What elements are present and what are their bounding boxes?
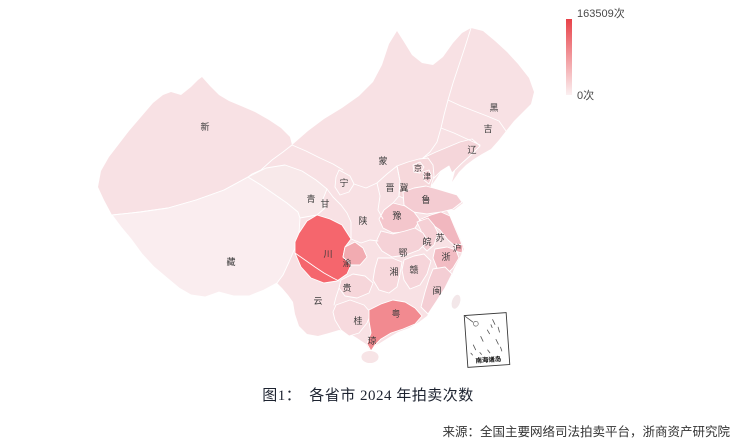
province-border [291,144,344,171]
province-label-jiangxi: 赣 [409,264,418,275]
province-label-jilin: 吉 [483,124,492,134]
province-label-henan: 豫 [392,210,401,221]
inset-label: 南海诸岛 [475,354,502,365]
province-label-gansu: 甘 [320,198,329,209]
province-label-anhui: 皖 [422,236,431,247]
province-label-shaanxi: 陕 [358,215,367,226]
province-label-yunnan: 云 [313,296,322,306]
province-shape-hubei [375,227,429,258]
inset-island-marks [470,319,503,356]
figure-source: 来源：全国主要网络司法拍卖平台，浙商资产研究院 [442,425,730,439]
province-label-fujian: 闽 [432,285,441,296]
province-border [350,238,379,244]
province-label-jiangsu: 苏 [435,232,444,243]
province-label-guangxi: 桂 [353,315,362,326]
province-label-shanghai: 沪 [453,243,462,253]
taiwan-shape [451,294,461,309]
province-border [422,27,472,159]
province-shape-shanghai [454,243,464,254]
province-border [333,287,340,306]
province-label-hunan: 湘 [389,266,398,277]
province-border [111,176,249,216]
province-label-qinghai: 青 [306,193,315,204]
province-label-zhejiang: 浙 [441,251,450,262]
province-shape-hainan [360,350,380,364]
province-shape-guangxi [332,299,372,337]
province-label-guizhou: 贵 [342,282,351,293]
province-border [440,127,481,146]
province-border [326,188,352,240]
inset-island-circle [473,320,479,327]
province-label-sichuan: 川 [323,249,332,259]
province-label-beijing: 京 [414,163,422,173]
colorbar-max-label: 163509次 [577,8,625,20]
province-label-hebei: 冀 [399,182,408,193]
province-border [376,182,384,220]
province-shape-guizhou [338,273,374,299]
province-label-ningxia: 宁 [339,177,348,188]
province-label-heilongjiang: 黑 [489,103,498,113]
province-label-xinjiang: 新 [200,121,209,132]
colorbar-gradient [566,19,572,95]
province-label-neimenggu: 蒙 [378,155,387,166]
province-shape-fujian [420,266,453,315]
province-shape-qinghai [247,164,328,219]
province-label-hainan: 琼 [367,335,376,346]
province-label-hubei: 鄂 [398,248,407,258]
province-label-guangdong: 粤 [391,308,400,319]
province-shape-beijing [412,161,425,174]
province-border [392,165,401,204]
province-label-tianjin: 津 [423,171,431,181]
province-border [294,252,340,282]
province-shape-tianjin [422,169,433,185]
province-shape-jiangxi [401,253,432,290]
province-label-liaoning: 辽 [467,145,476,155]
province-label-xizang: 藏 [226,256,235,267]
figure-caption: 图1： 各省市 2024 年拍卖次数 [262,388,474,404]
south-china-sea-inset: 南海诸岛 [463,312,511,368]
province-border [334,169,355,196]
colorbar-min-label: 0次 [577,90,595,102]
inset-boundary-line [464,316,474,323]
province-shape-hunan [372,257,403,294]
province-label-shandong: 鲁 [421,194,430,205]
province-border [447,99,507,132]
province-border [247,144,293,178]
province-shape-guangdong [366,299,423,352]
province-shape-chongqing [342,241,368,266]
province-label-shanxi: 晋 [385,183,394,193]
province-label-chongqing: 渝 [343,258,352,268]
